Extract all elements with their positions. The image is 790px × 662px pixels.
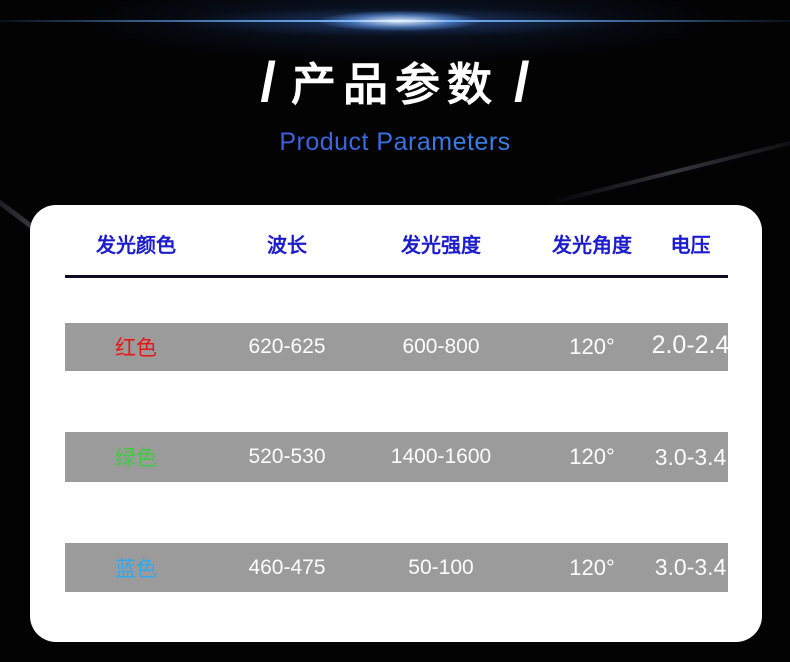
cell-angle: 120° — [569, 334, 615, 359]
title-slash-left: / — [260, 50, 276, 113]
table-row-green: 绿色 520-530 1400-1600 120° 3.0-3.4 — [65, 432, 728, 482]
header-wavelength: 波长 — [267, 235, 307, 257]
cell-color-label: 蓝色 — [115, 557, 157, 581]
cell-color-label: 红色 — [115, 337, 157, 360]
cell-intensity: 1400-1600 — [390, 445, 492, 468]
cell-intensity: 50-100 — [408, 555, 474, 579]
lens-flare-glow — [290, 7, 510, 35]
cell-wavelength: 520-530 — [248, 445, 326, 468]
header-beam-angle: 发光角度 — [552, 235, 632, 257]
page-title-en: Product Parameters — [0, 128, 790, 157]
cell-voltage: 3.0-3.4 — [654, 443, 727, 470]
header-voltage: 电压 — [670, 235, 711, 257]
table-row-blue: 蓝色 460-475 50-100 120° 3.0-3.4 — [65, 543, 728, 592]
page-title-zh: 产品参数 — [290, 58, 499, 110]
cell-intensity: 600-800 — [402, 335, 480, 358]
title-slash-right: / — [514, 50, 530, 113]
cell-angle: 120° — [569, 444, 615, 469]
table-row-red: 红色 620-625 600-800 120° 2.0-2.4 — [65, 323, 729, 371]
cell-wavelength: 620-625 — [248, 335, 326, 358]
cell-voltage: 3.0-3.4 — [654, 554, 727, 580]
header-emitting-color: 发光颜色 — [96, 235, 176, 257]
cell-angle: 120° — [569, 554, 615, 580]
cell-wavelength: 460-475 — [248, 555, 326, 579]
cell-voltage: 2.0-2.4 — [651, 330, 730, 359]
parameters-card: 发光颜色 波长 发光强度 发光角度 电压 红色 620-625 600-800 … — [30, 205, 762, 642]
page-title: / 产品参数 / — [0, 50, 790, 113]
table-header-row: 发光颜色 波长 发光强度 发光角度 电压 — [65, 229, 728, 258]
header-luminous-intensity: 发光强度 — [401, 235, 481, 257]
header-divider — [65, 275, 728, 278]
cell-color-label: 绿色 — [115, 447, 157, 470]
